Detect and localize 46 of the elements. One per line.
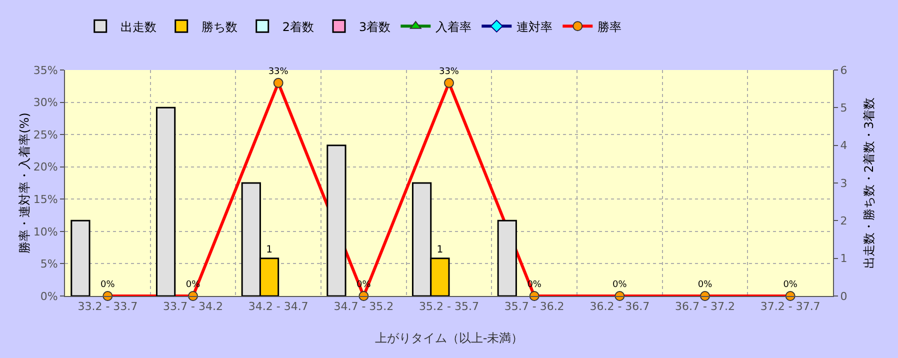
x-tick-label: 36.7 - 37.2: [675, 300, 735, 314]
data-label: 0%: [698, 280, 713, 290]
data-label: 0%: [100, 280, 116, 290]
data-label: 1: [266, 244, 272, 256]
bar: [156, 106, 176, 296]
x-tick-label: 35.2 - 35.7: [419, 300, 479, 314]
x-axis-title: 上がりタイム（以上-未満）: [374, 331, 524, 345]
bar: [497, 220, 517, 296]
y2-tick-label: 0: [840, 290, 848, 303]
y-tick-label: 5%: [40, 258, 58, 271]
x-tick-label: 33.2 - 33.7: [78, 300, 138, 314]
y-tick-label: 35%: [33, 64, 58, 77]
x-tick-label: 36.2 - 36.7: [590, 300, 650, 314]
y2-tick-label: 1: [840, 252, 848, 266]
y-tick-label: 15%: [33, 192, 58, 206]
y2-axis-title: 出走数・勝ち数・2着数・3着数: [862, 97, 876, 269]
x-tick-label: 34.2 - 34.7: [248, 300, 308, 314]
data-label: 33%: [268, 67, 289, 78]
x-tick-label: 34.7 - 35.2: [334, 300, 394, 314]
data-label: 0%: [612, 280, 628, 290]
y-tick-label: 10%: [33, 225, 58, 238]
y2-tick-label: 6: [840, 64, 848, 77]
y2-tick-label: 5: [840, 102, 848, 115]
y2-tick-label: 3: [840, 176, 848, 190]
y-tick-label: 25%: [33, 128, 58, 142]
data-label: 0%: [783, 280, 798, 290]
legend-label: 勝ち数: [201, 20, 238, 34]
data-label: 1: [436, 244, 444, 256]
legend-label: 連対率: [516, 20, 553, 34]
y-axis-title: 勝率・連対率・入着率(%): [17, 112, 32, 254]
bar: [326, 144, 346, 296]
legend-label: 入着率: [436, 20, 472, 34]
legend-label: 3着数: [359, 20, 391, 34]
x-tick-label: 35.7 - 36.2: [504, 300, 564, 314]
y-tick-label: 20%: [33, 160, 58, 174]
bar: [70, 220, 90, 296]
y-tick-label: 0%: [40, 290, 58, 303]
legend-label: 勝率: [598, 20, 622, 34]
y-tick-label: 30%: [33, 96, 58, 110]
x-tick-label: 33.7 - 34.2: [163, 300, 223, 314]
y2-tick-label: 2: [840, 214, 848, 228]
x-tick-label: 37.2 - 37.7: [760, 300, 820, 314]
y2-tick-label: 4: [840, 139, 848, 152]
legend-label: 出走数: [120, 20, 156, 34]
data-label: 33%: [438, 67, 460, 78]
legend-label: 2着数: [282, 20, 314, 34]
